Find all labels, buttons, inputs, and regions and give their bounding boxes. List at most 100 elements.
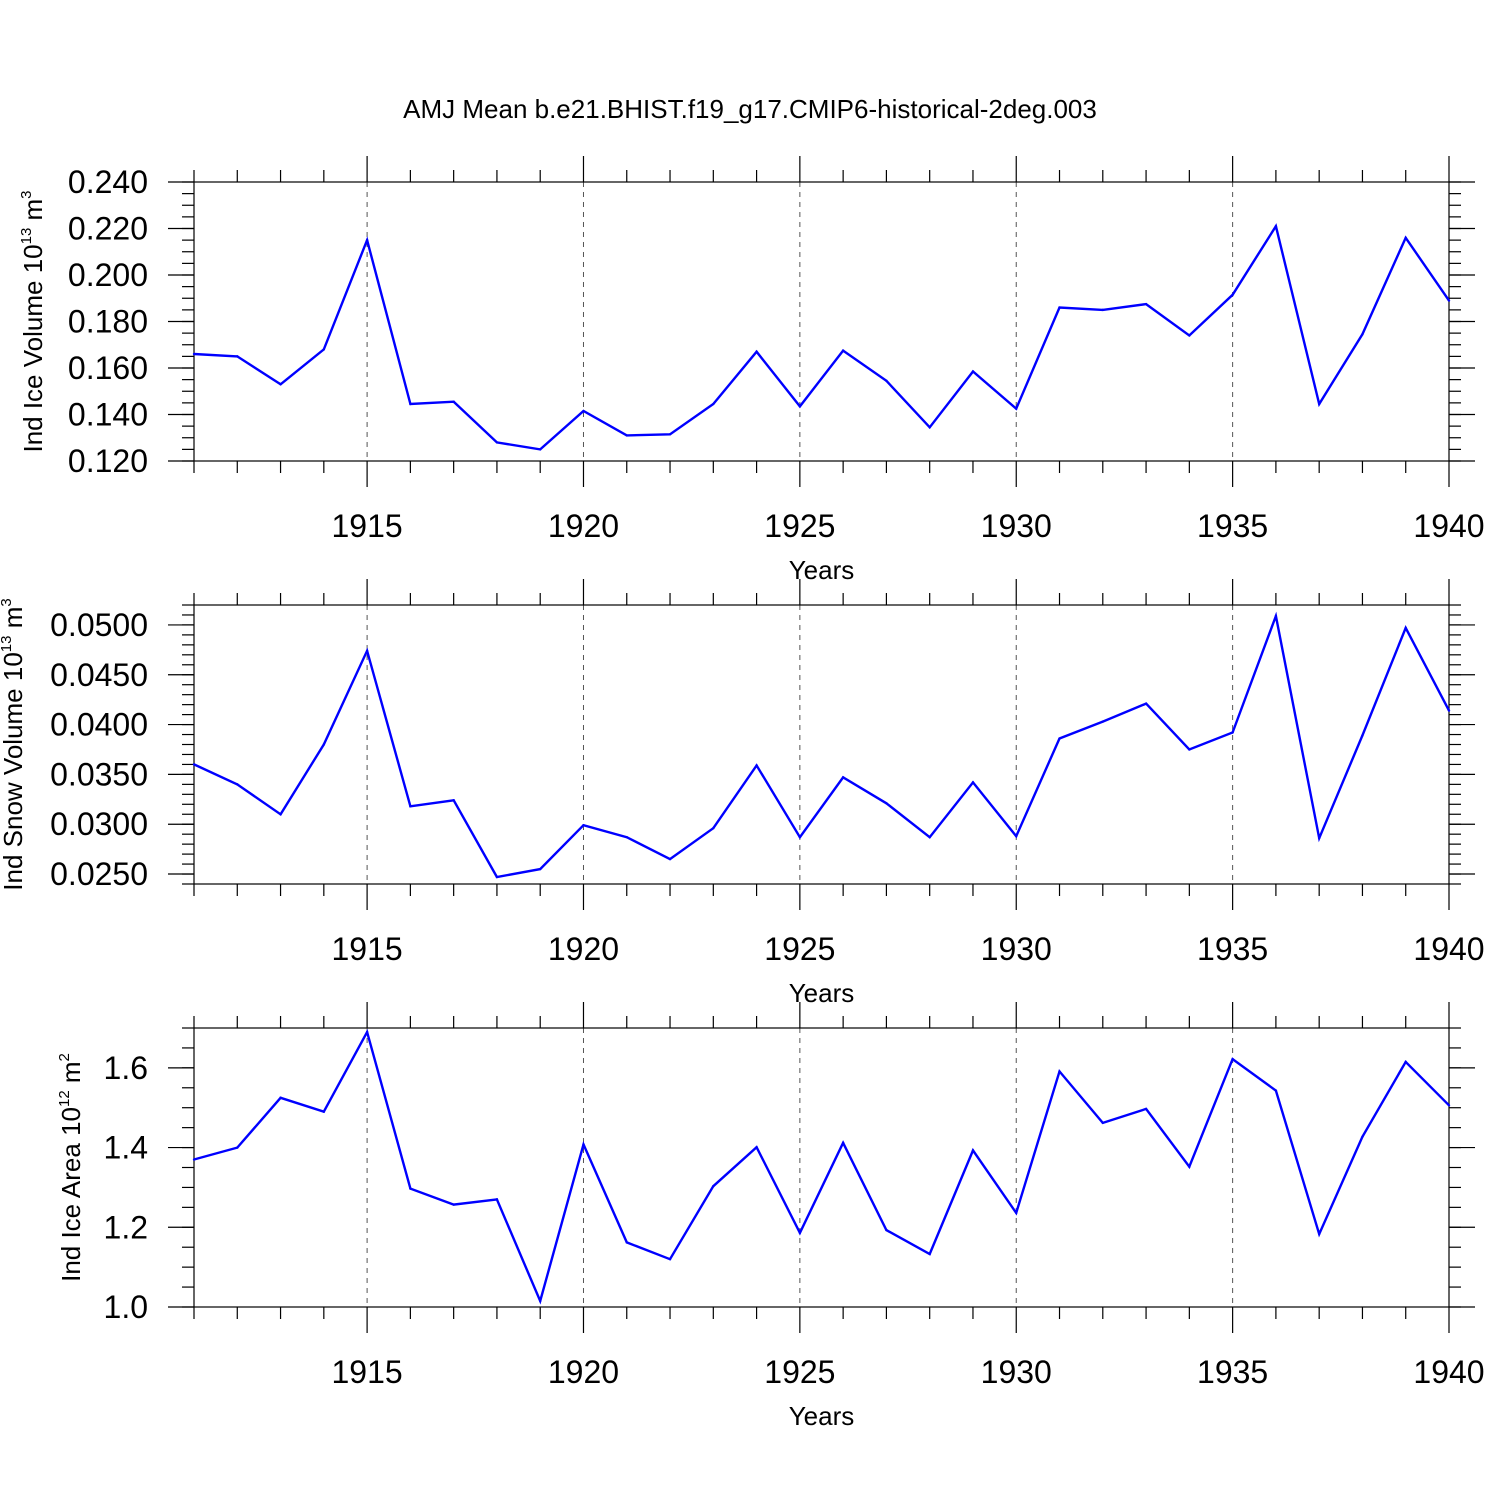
y-tick-label: 0.0500 <box>50 607 148 643</box>
data-point <box>409 1187 412 1190</box>
data-point <box>1188 1165 1191 1168</box>
data-point <box>1144 302 1148 306</box>
data-point <box>668 857 672 861</box>
data-point <box>928 426 931 429</box>
data-point <box>452 799 455 802</box>
x-tick-label: 1940 <box>1413 1354 1484 1390</box>
y-axis-label: Ind Ice Area 1012 m2 <box>56 1053 86 1282</box>
plot-frame <box>193 604 1450 885</box>
y-tick-label: 0.220 <box>68 211 148 247</box>
data-point <box>322 348 326 351</box>
y-tick-label: 0.200 <box>68 257 148 293</box>
panels: 0.120 0.140 0.160 0.180 0.200 0.220 0.240 1915 1… <box>0 156 1485 1431</box>
x-axis-label: Years <box>789 555 855 585</box>
data-point <box>798 835 802 839</box>
x-tick-label: 1915 <box>332 931 403 967</box>
data-point <box>1274 614 1278 618</box>
data-point <box>841 776 845 779</box>
x-axis-label: Years <box>789 978 855 1008</box>
y-tick-label: 0.160 <box>68 350 148 386</box>
data-point <box>1101 720 1104 723</box>
data-point <box>365 649 369 653</box>
data-point <box>712 402 715 406</box>
data-point <box>539 448 542 451</box>
x-tick-label: 1935 <box>1197 508 1268 544</box>
y-tick-label: 1.4 <box>104 1130 148 1166</box>
x-axis-label: Years <box>789 1401 855 1431</box>
data-point <box>582 1143 585 1146</box>
chart-panel-1: 0.120 0.140 0.160 0.180 0.200 0.220 0.240 1915 1… <box>18 156 1485 585</box>
data-point <box>279 383 282 386</box>
data-point <box>1274 1089 1278 1092</box>
data-point <box>1361 333 1364 336</box>
y-tick-label: 0.0400 <box>50 707 148 743</box>
data-point <box>322 1110 326 1113</box>
data-point <box>1317 1232 1321 1236</box>
data-point <box>1231 1057 1234 1061</box>
data-point <box>279 1096 282 1099</box>
data-point <box>712 827 715 830</box>
data-point <box>582 824 585 827</box>
figure-title: AMJ Mean b.e21.BHIST.f19_g17.CMIP6-histo… <box>403 94 1097 124</box>
data-point <box>236 783 239 786</box>
x-tick-label: 1940 <box>1413 931 1484 967</box>
data-series-line <box>193 611 1451 879</box>
data-point <box>539 1299 542 1303</box>
data-point <box>625 835 628 839</box>
data-point <box>192 1158 196 1161</box>
data-point <box>1058 737 1061 740</box>
x-tick-label: 1915 <box>332 508 403 544</box>
plot-frame <box>193 181 1450 462</box>
data-point <box>1404 236 1407 239</box>
data-point <box>1231 731 1234 734</box>
x-tick-label: 1935 <box>1197 931 1268 967</box>
data-point <box>495 1198 499 1201</box>
data-point <box>971 781 975 784</box>
y-axis-label: Ind Ice Volume 1013 m3 <box>18 190 48 452</box>
data-point <box>625 434 628 437</box>
data-point <box>1101 308 1104 312</box>
data-point <box>236 355 239 358</box>
data-point <box>755 1145 758 1149</box>
data-point <box>1058 1070 1061 1073</box>
x-tick-label: 1920 <box>548 1354 619 1390</box>
data-point <box>841 349 845 352</box>
data-point <box>452 1203 455 1206</box>
data-point <box>1361 1135 1364 1139</box>
y-tick-label: 0.240 <box>68 164 148 200</box>
y-tick-label: 0.180 <box>68 304 148 340</box>
data-point <box>1015 834 1018 838</box>
data-point <box>1144 1107 1148 1111</box>
x-tick-label: 1925 <box>764 508 835 544</box>
x-tick-label: 1925 <box>764 1354 835 1390</box>
data-point <box>1015 407 1018 410</box>
data-point <box>279 813 282 816</box>
data-point <box>798 405 802 408</box>
data-point <box>971 1149 975 1152</box>
x-tick-label: 1930 <box>981 931 1052 967</box>
data-point <box>1188 334 1191 337</box>
data-point <box>495 441 499 444</box>
data-point <box>1058 306 1061 309</box>
data-point <box>885 1228 888 1232</box>
data-point <box>322 743 326 746</box>
data-point <box>712 1185 715 1188</box>
data-point <box>755 350 758 353</box>
y-tick-label: 0.140 <box>68 397 148 433</box>
chart-panel-2: 0.0250 0.0300 0.0350 0.0400 0.0450 0.0500 1915… <box>0 579 1485 1008</box>
data-point <box>1447 709 1451 712</box>
data-point <box>1274 224 1278 228</box>
data-point <box>1101 1121 1104 1125</box>
data-point <box>798 1231 802 1235</box>
data-point <box>885 802 888 805</box>
data-series-line <box>193 1028 1450 1305</box>
y-tick-label: 0.0350 <box>50 756 148 792</box>
data-point <box>885 379 888 382</box>
data-point <box>192 763 196 766</box>
data-point <box>1231 293 1234 296</box>
data-point <box>928 1252 931 1256</box>
y-tick-label: 0.120 <box>68 443 148 479</box>
y-tick-label: 1.6 <box>104 1050 148 1086</box>
chart-panel-3: 1.0 1.2 1.4 1.6 1915 1920 1925 1930 1935 1940 Year… <box>56 1002 1485 1431</box>
